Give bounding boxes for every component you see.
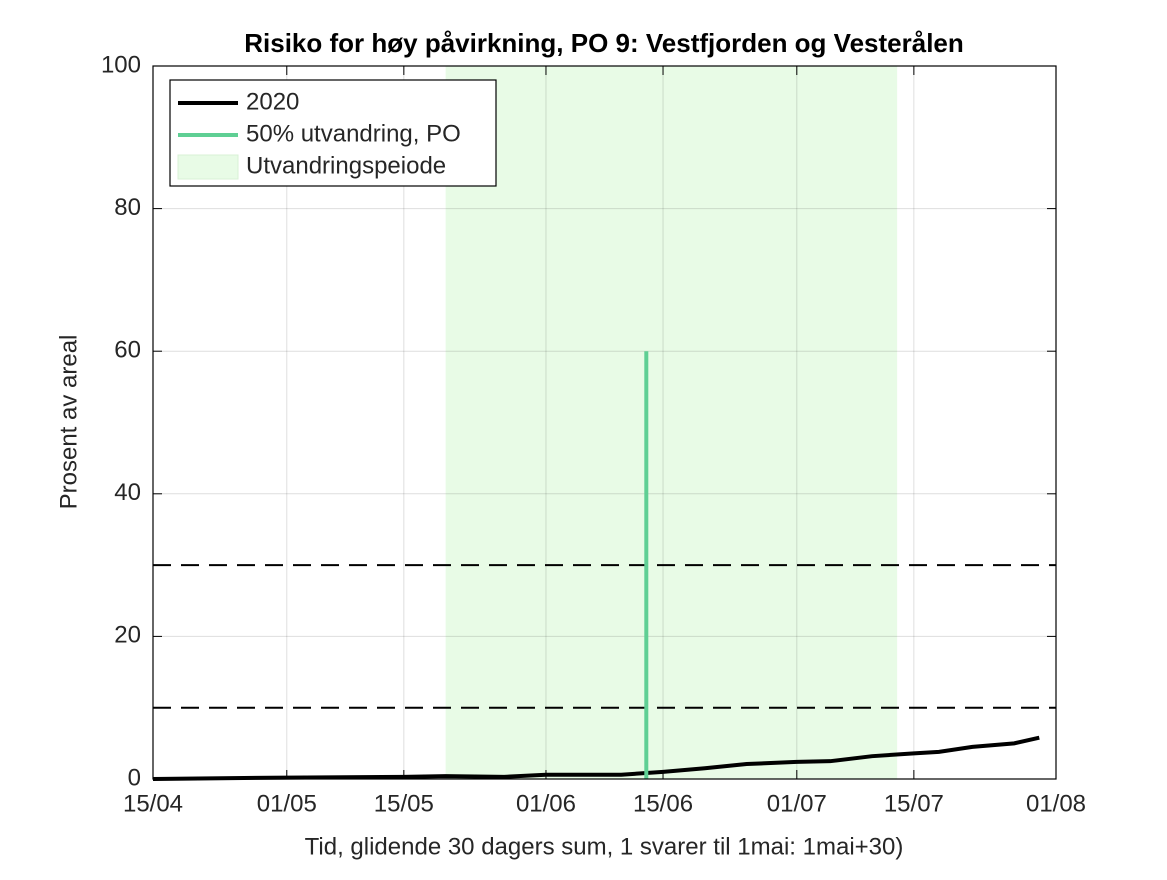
x-tick-label: 01/05	[257, 790, 317, 817]
legend-label: Utvandringspeiode	[246, 152, 446, 179]
x-tick-label: 15/04	[123, 790, 183, 817]
y-tick-label: 40	[114, 479, 141, 506]
x-tick-label: 15/06	[633, 790, 693, 817]
y-tick-label: 100	[101, 51, 141, 78]
y-tick-label: 80	[114, 194, 141, 221]
y-tick-label: 60	[114, 337, 141, 364]
shaded-period	[445, 66, 898, 779]
data-line	[152, 735, 1040, 781]
x-tick-label: 01/08	[1026, 790, 1086, 817]
legend-swatch	[177, 154, 239, 180]
x-axis-label: Tid, glidende 30 dagers sum, 1 svarer ti…	[305, 833, 904, 860]
y-tick-label: 0	[128, 764, 141, 791]
x-tick-label: 01/07	[767, 790, 827, 817]
y-axis-label: Prosent av areal	[55, 335, 82, 510]
legend-label: 2020	[246, 88, 299, 115]
x-tick-label: 15/05	[374, 790, 434, 817]
plot-frame	[152, 65, 1057, 780]
x-tick-label: 01/06	[516, 790, 576, 817]
x-tick-label: 15/07	[884, 790, 944, 817]
chart-title: Risiko for høy påvirkning, PO 9: Vestfjo…	[244, 28, 964, 58]
legend-label: 50% utvandring, PO	[246, 120, 461, 147]
y-tick-label: 20	[114, 622, 141, 649]
